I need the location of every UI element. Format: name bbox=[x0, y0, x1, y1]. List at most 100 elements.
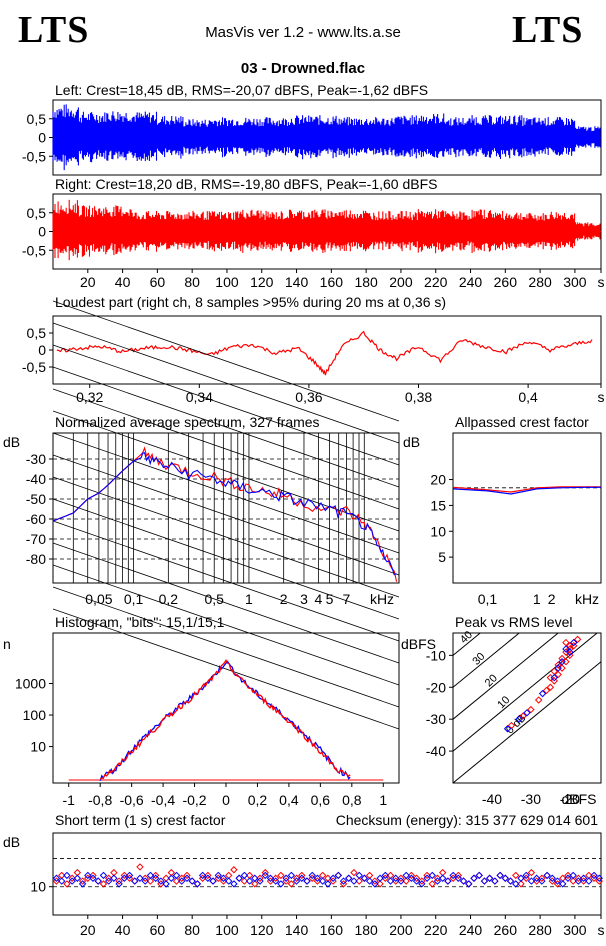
brand-logo-left: LTS bbox=[18, 9, 90, 51]
crest-point-1 bbox=[444, 877, 452, 885]
crest-point-0 bbox=[99, 880, 108, 888]
crest-point-1 bbox=[553, 877, 562, 885]
crest-point-0 bbox=[454, 871, 463, 880]
crest-point-0 bbox=[188, 877, 196, 885]
crest-point-1 bbox=[350, 877, 358, 885]
x-tick-label: 100 bbox=[215, 274, 239, 290]
scatter-point-0 bbox=[542, 686, 551, 695]
crest-point-1 bbox=[277, 880, 285, 888]
x-tick-label: -40 bbox=[482, 791, 502, 807]
slope-reference-line bbox=[52, 410, 400, 532]
x-tick-label: -0,8 bbox=[88, 792, 112, 808]
x-tick-label: -0,4 bbox=[151, 792, 175, 808]
chart-title-short-term-crest: Short term (1 s) crest factor bbox=[55, 812, 226, 828]
crest-point-0 bbox=[339, 880, 348, 888]
y-tick-label: -80 bbox=[26, 551, 46, 567]
slope-reference-line bbox=[52, 520, 400, 642]
chart-title-histogram: Histogram, "bits": 15,1/15,1 bbox=[55, 614, 225, 630]
crest-point-0 bbox=[198, 874, 207, 882]
x-tick-label: 100 bbox=[215, 922, 239, 938]
crest-point-1 bbox=[68, 877, 76, 885]
diagonal-line bbox=[453, 633, 559, 720]
crest-point-1 bbox=[230, 880, 238, 888]
slope-reference-line bbox=[52, 608, 400, 730]
x-tick-label: 180 bbox=[354, 274, 378, 290]
plot-frame bbox=[52, 632, 400, 784]
scatter-point-0 bbox=[566, 651, 574, 660]
x-tick-label: 0,2 bbox=[159, 591, 179, 607]
crest-point-0 bbox=[282, 877, 290, 885]
x-tick-label: 260 bbox=[494, 922, 518, 938]
scatter-point-1 bbox=[503, 725, 512, 733]
y-tick-label: -60 bbox=[26, 511, 46, 527]
crest-point-1 bbox=[381, 871, 389, 880]
slope-reference-line bbox=[52, 542, 400, 664]
plot-frame bbox=[52, 432, 400, 584]
crest-point-1 bbox=[501, 874, 510, 882]
crest-point-0 bbox=[313, 877, 322, 885]
x-tick-label: 240 bbox=[459, 922, 483, 938]
x-tick-label: 0,4 bbox=[279, 792, 299, 808]
diagonal-line bbox=[453, 661, 601, 783]
crest-point-1 bbox=[99, 871, 108, 880]
plot-frame bbox=[52, 832, 602, 916]
crest-point-1 bbox=[475, 871, 483, 880]
scatter-point-0 bbox=[534, 696, 543, 704]
crest-point-1 bbox=[240, 871, 249, 880]
y-tick-label: -40 bbox=[426, 743, 446, 759]
crest-point-1 bbox=[151, 874, 160, 882]
y-tick-label: 5 bbox=[438, 549, 446, 565]
crest-point-0 bbox=[292, 874, 301, 882]
x-tick-label: 160 bbox=[320, 274, 344, 290]
crest-point-0 bbox=[287, 880, 296, 888]
x-tick-label: 7 bbox=[343, 591, 351, 607]
spectrum-series-1 bbox=[52, 452, 397, 576]
y-tick-label: -20 bbox=[426, 679, 446, 695]
x-tick-label: 280 bbox=[528, 922, 552, 938]
crest-point-1 bbox=[428, 871, 436, 880]
crest-point-1 bbox=[334, 871, 343, 880]
scatter-point-1 bbox=[570, 638, 578, 647]
crest-point-1 bbox=[157, 877, 165, 885]
x-tick-label: 160 bbox=[320, 922, 344, 938]
y-tick-label: -40 bbox=[26, 471, 46, 487]
crest-point-0 bbox=[94, 877, 102, 885]
chart-title-allpassed-crest: Allpassed crest factor bbox=[455, 414, 589, 430]
crest-point-1 bbox=[512, 880, 520, 888]
crest-point-0 bbox=[120, 871, 129, 880]
crest-point-1 bbox=[52, 874, 61, 882]
crest-point-0 bbox=[146, 877, 155, 885]
crest-point-0 bbox=[574, 874, 583, 882]
crest-point-0 bbox=[256, 874, 264, 882]
x-tick-label: 0,36 bbox=[295, 389, 322, 405]
x-tick-label: 300 bbox=[563, 274, 587, 290]
crest-point-1 bbox=[470, 874, 478, 882]
crest-point-1 bbox=[188, 877, 196, 885]
scatter-point-0 bbox=[573, 635, 582, 644]
x-tick-label: 5 bbox=[326, 591, 334, 607]
x-tick-label: 40 bbox=[115, 922, 131, 938]
chart-title-waveform-right: Right: Crest=18,20 dB, RMS=-19,80 dBFS, … bbox=[55, 176, 437, 192]
crest-point-0 bbox=[397, 874, 405, 882]
crest-point-1 bbox=[73, 874, 82, 882]
crest-point-1 bbox=[392, 874, 400, 882]
scatter-point-1 bbox=[554, 664, 562, 672]
crest-point-1 bbox=[162, 880, 170, 888]
crest-point-0 bbox=[532, 877, 541, 885]
crest-point-0 bbox=[251, 880, 259, 888]
crest-point-1 bbox=[376, 874, 384, 882]
y-tick-label: 0 bbox=[38, 342, 46, 358]
y-tick-label: -70 bbox=[26, 531, 46, 547]
crest-point-1 bbox=[204, 874, 212, 882]
x-tick-label: 120 bbox=[250, 922, 274, 938]
crest-point-1 bbox=[345, 874, 353, 882]
x-tick-label: 60 bbox=[150, 922, 166, 938]
y-tick-label: 1000 bbox=[15, 676, 46, 692]
y-axis-label: dB bbox=[403, 434, 420, 450]
crest-point-1 bbox=[287, 871, 296, 880]
x-tick-label: 0,38 bbox=[405, 389, 432, 405]
crest-point-0 bbox=[381, 874, 389, 882]
crest-point-1 bbox=[266, 874, 275, 882]
crest-point-0 bbox=[261, 868, 269, 877]
crest-point-0 bbox=[501, 874, 510, 882]
